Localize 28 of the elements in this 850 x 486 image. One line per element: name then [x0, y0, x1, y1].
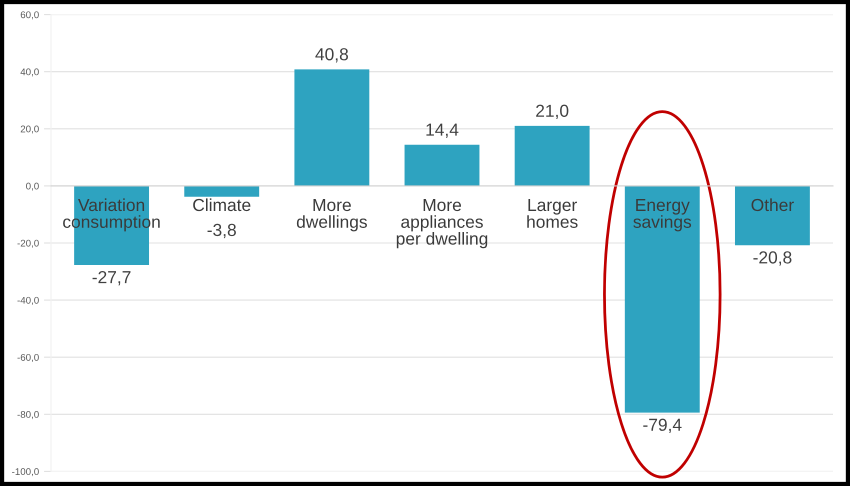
bar — [184, 186, 260, 197]
data-label: 14,4 — [426, 124, 458, 138]
x-tick-label: Other — [752, 198, 794, 212]
bar — [294, 69, 370, 186]
bar — [734, 186, 810, 246]
data-label: -27,7 — [92, 271, 130, 286]
x-tick-label: Energy savings — [633, 199, 692, 232]
y-tick-label: 0,0 — [26, 182, 39, 191]
y-tick-label: 20,0 — [20, 126, 39, 134]
y-tick-label: -20,0 — [17, 240, 39, 248]
y-tick-label: -80,0 — [17, 411, 39, 420]
y-tick-label: -60,0 — [17, 354, 39, 362]
bar — [624, 186, 700, 413]
data-label: -3,8 — [208, 224, 236, 238]
data-label: 40,8 — [315, 48, 348, 62]
y-tick-label: 40,0 — [20, 68, 39, 76]
x-tick-label: More appliances per dwelling — [396, 199, 488, 248]
x-tick-label: Climate — [193, 198, 250, 212]
bar — [404, 144, 480, 186]
y-tick-label: -40,0 — [17, 296, 39, 305]
data-label: -20,8 — [753, 251, 792, 266]
x-tick-label: More dwellings — [296, 199, 367, 232]
data-label: 21,0 — [536, 104, 568, 119]
y-tick-label: -100,0 — [12, 468, 39, 476]
y-tick-label: 60,0 — [20, 11, 39, 20]
x-tick-label: Larger homes — [527, 199, 578, 228]
bar — [514, 126, 590, 186]
data-label: -79,4 — [643, 418, 682, 433]
